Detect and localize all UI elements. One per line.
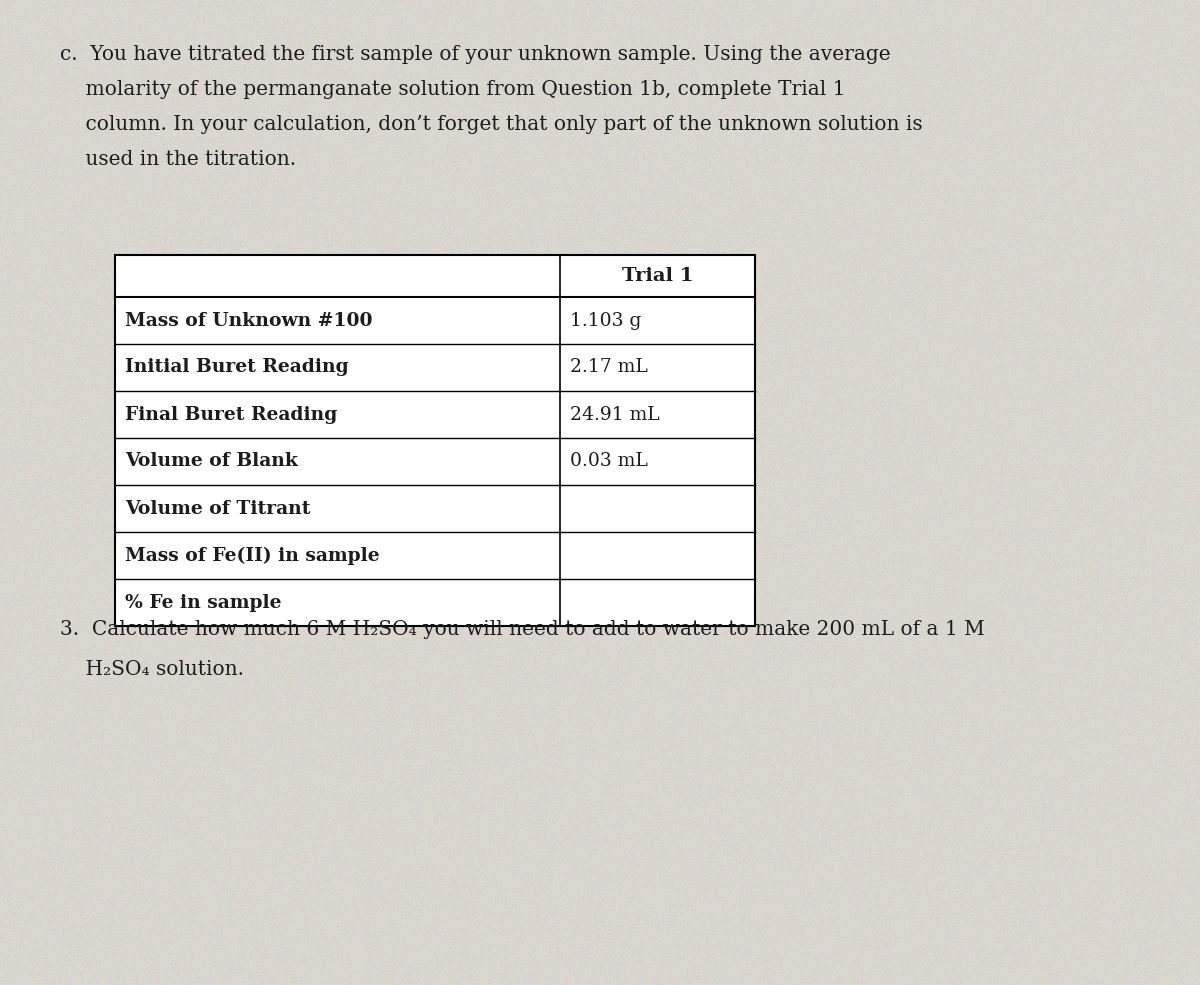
Text: molarity of the permanganate solution from Question 1b, complete Trial 1: molarity of the permanganate solution fr… bbox=[60, 80, 846, 99]
Bar bbox=[115, 255, 755, 626]
Text: Trial 1: Trial 1 bbox=[622, 267, 694, 285]
Text: Initial Buret Reading: Initial Buret Reading bbox=[125, 359, 349, 376]
Text: 0.03 mL: 0.03 mL bbox=[570, 452, 648, 471]
Text: 2.17 mL: 2.17 mL bbox=[570, 359, 648, 376]
Text: 1.103 g: 1.103 g bbox=[570, 311, 641, 330]
Text: % Fe in sample: % Fe in sample bbox=[125, 594, 282, 612]
Text: c.  You have titrated the first sample of your unknown sample. Using the average: c. You have titrated the first sample of… bbox=[60, 45, 890, 64]
Text: column. In your calculation, don’t forget that only part of the unknown solution: column. In your calculation, don’t forge… bbox=[60, 115, 923, 134]
Text: Final Buret Reading: Final Buret Reading bbox=[125, 406, 337, 424]
Text: 24.91 mL: 24.91 mL bbox=[570, 406, 660, 424]
Text: used in the titration.: used in the titration. bbox=[60, 150, 296, 169]
Text: 3.  Calculate how much 6 M H₂SO₄ you will need to add to water to make 200 mL of: 3. Calculate how much 6 M H₂SO₄ you will… bbox=[60, 620, 985, 639]
Text: Volume of Titrant: Volume of Titrant bbox=[125, 499, 311, 517]
Bar bbox=[115, 255, 755, 626]
Text: Mass of Fe(II) in sample: Mass of Fe(II) in sample bbox=[125, 547, 379, 564]
Text: Volume of Blank: Volume of Blank bbox=[125, 452, 298, 471]
Text: H₂SO₄ solution.: H₂SO₄ solution. bbox=[60, 660, 244, 679]
Text: Mass of Unknown #100: Mass of Unknown #100 bbox=[125, 311, 372, 330]
